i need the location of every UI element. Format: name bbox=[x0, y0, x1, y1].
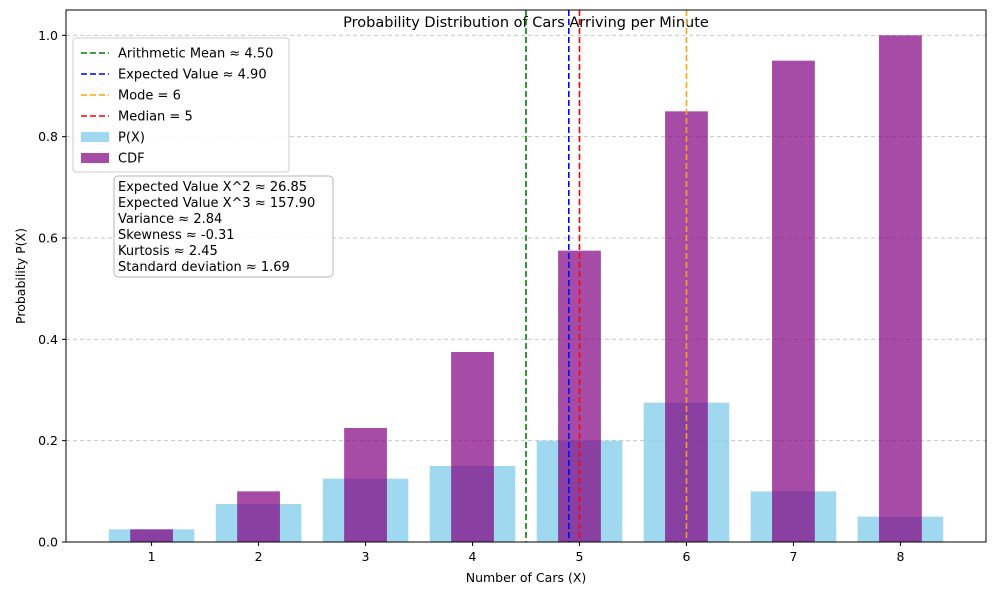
y-tick-label: 0.2 bbox=[38, 433, 58, 448]
plot-frame bbox=[65, 9, 987, 543]
legend-entry: CDF bbox=[118, 152, 145, 167]
legend-entry: Expected Value ≈ 4.90 bbox=[118, 68, 267, 83]
y-tick-label: 0.6 bbox=[38, 231, 58, 246]
x-tick-label: 7 bbox=[789, 549, 797, 564]
x-tick-label: 2 bbox=[255, 549, 263, 564]
stats-line: Skewness ≈ -0.31 bbox=[118, 228, 235, 243]
stats-line: Standard deviation ≈ 1.69 bbox=[118, 260, 290, 275]
legend-entry: P(X) bbox=[118, 131, 145, 146]
x-axis-label: Number of Cars (X) bbox=[466, 570, 587, 585]
stats-line: Expected Value X^2 ≈ 26.85 bbox=[118, 180, 307, 195]
reference-lines bbox=[525, 10, 688, 542]
legend-bar-swatch bbox=[81, 132, 109, 142]
y-axis-label: Probability P(X) bbox=[13, 228, 28, 324]
cdf-bar-1 bbox=[130, 529, 173, 542]
x-tick-label: 6 bbox=[682, 549, 690, 564]
legend-entry: Median = 5 bbox=[118, 110, 193, 125]
cdf-bar-2 bbox=[237, 491, 280, 542]
y-tick-label: 0.8 bbox=[38, 129, 58, 144]
cdf-bar-8 bbox=[879, 35, 922, 542]
x-tick-label: 1 bbox=[148, 549, 156, 564]
legend-bar-swatch bbox=[81, 153, 109, 163]
stats-frame bbox=[113, 175, 334, 278]
x-tick-label: 4 bbox=[469, 549, 477, 564]
legend-entry: Mode = 6 bbox=[118, 89, 181, 104]
legend-entry: Arithmetic Mean ≈ 4.50 bbox=[118, 47, 273, 62]
stats-line: Expected Value X^3 ≈ 157.90 bbox=[118, 196, 315, 211]
y-tick-label: 1.0 bbox=[38, 28, 58, 43]
stats-line: Variance ≈ 2.84 bbox=[118, 212, 222, 227]
x-axis-ticks: 1 2 3 4 5 6 7 8 bbox=[148, 542, 904, 564]
legend-frame bbox=[72, 37, 290, 173]
cdf-bar-7 bbox=[772, 60, 815, 543]
x-tick-label: 3 bbox=[362, 549, 370, 564]
y-tick-label: 0.0 bbox=[38, 535, 58, 550]
x-tick-label: 8 bbox=[896, 549, 904, 564]
cdf-bar-3 bbox=[344, 428, 387, 542]
cdf-bar-4 bbox=[451, 352, 494, 542]
stats-line: Kurtosis ≈ 2.45 bbox=[118, 244, 218, 259]
x-tick-label: 5 bbox=[576, 549, 584, 564]
y-tick-label: 0.4 bbox=[38, 332, 58, 347]
legend: Arithmetic Mean ≈ 4.50 Expected Value ≈ 4… bbox=[72, 37, 290, 173]
y-axis-ticks: 0.0 0.2 0.4 0.6 0.8 1.0 bbox=[38, 28, 66, 550]
